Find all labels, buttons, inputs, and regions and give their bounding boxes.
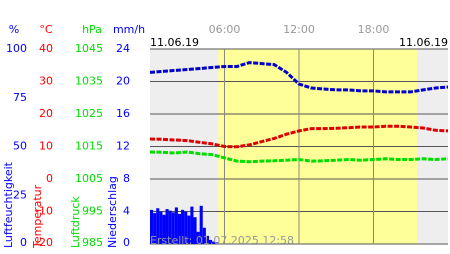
precipitation-bar — [212, 241, 216, 244]
y-tick-label: 24 — [116, 42, 130, 55]
y-tick-label: 75 — [13, 91, 27, 104]
axis-unit: °C — [39, 23, 53, 36]
precipitation-bar — [159, 211, 163, 244]
precipitation-bar — [153, 213, 157, 244]
axis-unit: hPa — [82, 23, 102, 36]
axis-title: Niederschlag — [106, 176, 119, 248]
axis-title: Luftfeuchtigkeit — [2, 161, 15, 248]
precipitation-bar — [168, 210, 172, 244]
y-tick-label: 1015 — [75, 140, 103, 153]
precipitation-bar — [205, 235, 209, 244]
y-tick-label: 4 — [123, 205, 130, 218]
y-tick-label: -10 — [35, 205, 53, 218]
axis-unit: % — [9, 23, 19, 36]
y-tick-label: 100 — [6, 42, 27, 55]
x-tick-label: 06:00 — [209, 23, 241, 36]
y-tick-label: 1045 — [75, 42, 103, 55]
precipitation-bar — [156, 208, 160, 244]
date-left: 11.06.19 — [150, 36, 199, 49]
precipitation-bar — [181, 209, 185, 244]
precipitation-bar — [202, 227, 206, 244]
precipitation-bar — [193, 217, 197, 244]
y-tick-label: 20 — [116, 75, 130, 88]
precipitation-bar — [187, 215, 191, 244]
y-tick-label: 995 — [82, 205, 103, 218]
y-tick-label: 0 — [20, 236, 27, 249]
axis-title: Luftdruck — [69, 196, 82, 248]
y-tick-label: 8 — [123, 172, 130, 185]
y-tick-label: 40 — [39, 42, 53, 55]
precipitation-bar — [215, 242, 219, 244]
date-right: 11.06.19 — [399, 36, 448, 49]
y-tick-label: 1005 — [75, 172, 103, 185]
y-tick-label: 985 — [82, 236, 103, 249]
x-tick-label: 18:00 — [358, 23, 390, 36]
precipitation-bar — [190, 206, 194, 244]
y-tick-label: 12 — [116, 140, 130, 153]
data-line — [149, 150, 449, 164]
precipitation-bar — [196, 231, 200, 244]
precipitation-bar — [174, 207, 178, 244]
y-tick-label: 1035 — [75, 75, 103, 88]
precipitation-bar — [184, 211, 188, 244]
x-tick-label: 12:00 — [283, 23, 315, 36]
footer: Erstellt: 01.07.2025 12:58 — [150, 234, 294, 247]
data-line — [149, 61, 449, 94]
y-tick-label: 0 — [46, 172, 53, 185]
y-tick-label: -20 — [35, 236, 53, 249]
y-tick-label: 10 — [39, 140, 53, 153]
axis-unit: mm/h — [113, 23, 145, 36]
precipitation-bar — [177, 213, 182, 244]
data-line — [149, 124, 449, 149]
y-tick-label: 16 — [116, 107, 130, 120]
precipitation-bar — [171, 212, 175, 244]
axis-title: Temperatur — [31, 184, 44, 249]
precipitation-bar — [165, 209, 169, 244]
y-tick-label: 1025 — [75, 107, 103, 120]
precipitation-bar — [208, 239, 213, 244]
precipitation-bar — [162, 214, 166, 244]
y-tick-label: 30 — [39, 75, 53, 88]
y-tick-label: 20 — [39, 107, 53, 120]
precipitation-bar — [199, 205, 203, 244]
y-tick-label: 25 — [13, 188, 27, 201]
y-tick-label: 0 — [123, 236, 130, 249]
precipitation-bar — [150, 209, 154, 244]
y-tick-label: 50 — [13, 140, 27, 153]
